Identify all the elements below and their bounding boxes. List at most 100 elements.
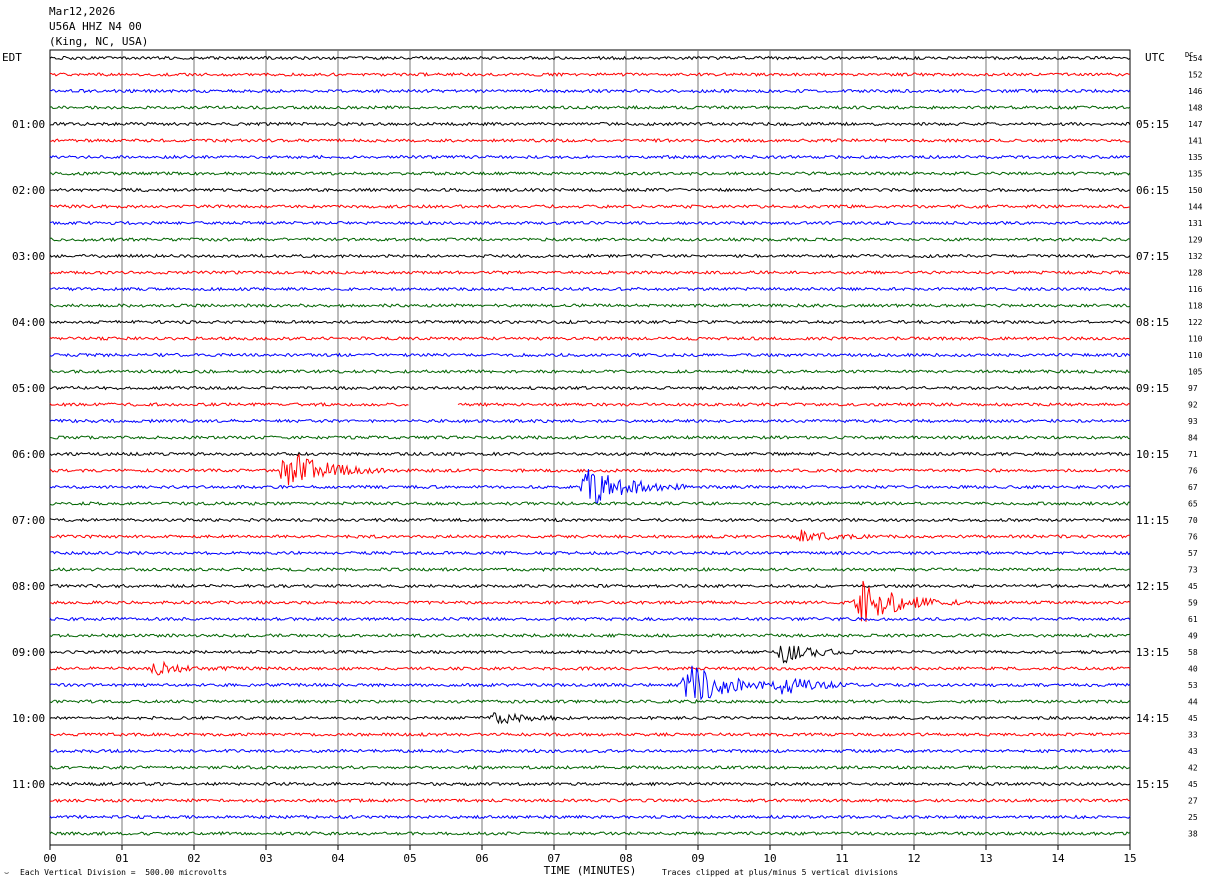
header-location: (King, NC, USA) (49, 35, 149, 48)
trace-22 (49, 418, 1131, 424)
edt-time-label-2: 03:00 (12, 250, 45, 263)
trace-29 (49, 529, 1131, 542)
dc-offset-label-26: 67 (1188, 483, 1198, 492)
trace-14 (49, 286, 1131, 292)
dc-offset-label-21: 92 (1188, 401, 1198, 410)
trace-31 (49, 566, 1131, 572)
x-tick-label-07: 07 (547, 852, 560, 865)
dc-offset-label-23: 84 (1188, 434, 1198, 443)
dc-offset-label-32: 45 (1188, 582, 1198, 591)
x-tick-label-10: 10 (763, 852, 776, 865)
trace-25 (49, 453, 1131, 486)
corner-mark: ⌣ (4, 868, 10, 877)
edt-time-label-4: 05:00 (12, 382, 45, 395)
trace-18 (49, 352, 1131, 358)
trace-9 (49, 203, 1130, 209)
edt-time-label-8: 09:00 (12, 646, 45, 659)
x-tick-label-14: 14 (1051, 852, 1065, 865)
trace-43 (49, 765, 1131, 770)
dc-offset-label-33: 59 (1188, 599, 1198, 608)
trace-4 (49, 121, 1131, 127)
x-tick-label-01: 01 (115, 852, 128, 865)
trace-3 (49, 104, 1131, 110)
trace-24 (49, 451, 1131, 457)
dc-offset-label-19: 105 (1188, 368, 1203, 377)
edt-time-label-7: 08:00 (12, 580, 45, 593)
dc-offset-label-47: 38 (1188, 830, 1198, 839)
trace-39 (49, 699, 1131, 704)
x-tick-label-09: 09 (691, 852, 704, 865)
dc-offset-label-43: 42 (1188, 764, 1198, 773)
header-station: U56A HHZ N4 00 (49, 20, 142, 33)
dc-offset-label-39: 44 (1188, 698, 1198, 707)
trace-10 (49, 220, 1131, 226)
dc-offset-label-0: 154 (1188, 54, 1203, 63)
edt-time-label-9: 10:00 (12, 712, 45, 725)
dc-offset-label-11: 129 (1188, 236, 1203, 245)
trace-44 (49, 781, 1131, 787)
dc-offset-label-10: 131 (1188, 219, 1203, 228)
utc-time-label-9: 14:15 (1136, 712, 1169, 725)
utc-time-label-8: 13:15 (1136, 646, 1169, 659)
trace-46 (49, 814, 1131, 820)
dc-offset-label-30: 57 (1188, 549, 1198, 558)
trace-27 (49, 500, 1131, 506)
trace-13 (49, 270, 1131, 275)
edt-time-label-1: 02:00 (12, 184, 45, 197)
trace-36 (49, 645, 1131, 664)
dc-offset-label-29: 76 (1188, 533, 1198, 542)
dc-offset-label-31: 73 (1188, 566, 1198, 575)
dc-offset-label-22: 93 (1188, 417, 1198, 426)
trace-15 (49, 303, 1131, 309)
trace-11 (49, 236, 1131, 243)
edt-axis-label: EDT (2, 51, 22, 64)
x-tick-label-15: 15 (1123, 852, 1136, 865)
x-tick-label-08: 08 (619, 852, 632, 865)
dc-offset-label-8: 150 (1188, 186, 1203, 195)
x-tick-label-11: 11 (835, 852, 848, 865)
dc-offset-label-13: 128 (1188, 269, 1203, 278)
trace-12 (49, 253, 1131, 259)
trace-20 (49, 385, 1131, 391)
utc-time-label-0: 05:15 (1136, 118, 1169, 131)
trace-23 (49, 435, 1131, 440)
x-tick-label-06: 06 (475, 852, 488, 865)
trace-32 (49, 583, 1131, 589)
dc-offset-label-25: 76 (1188, 467, 1198, 476)
trace-17 (49, 336, 1131, 342)
plot-frame (49, 49, 1131, 846)
dc-offset-label-4: 147 (1188, 120, 1203, 129)
utc-time-label-6: 11:15 (1136, 514, 1169, 527)
dc-offset-label-40: 45 (1188, 714, 1198, 723)
trace-8 (49, 187, 1131, 193)
trace-6 (49, 154, 1131, 160)
utc-time-label-4: 09:15 (1136, 382, 1169, 395)
trace-2 (49, 88, 1131, 94)
x-tick-label-13: 13 (979, 852, 992, 865)
trace-34 (49, 616, 1131, 622)
trace-45 (49, 798, 1131, 804)
edt-time-label-5: 06:00 (12, 448, 45, 461)
edt-time-label-10: 11:00 (12, 778, 45, 791)
axis-labels: 00 01 02 03 04 05 06 07 08 09 10 11 12 13 14 15 154 152 14… (2, 51, 1203, 877)
edt-time-label-6: 07:00 (12, 514, 45, 527)
trace-5 (49, 138, 1131, 144)
dc-offset-label-16: 122 (1188, 318, 1203, 327)
dc-offset-label-45: 27 (1188, 797, 1198, 806)
trace-35 (49, 633, 1131, 639)
dc-offset-label-14: 116 (1188, 285, 1203, 294)
utc-time-label-1: 06:15 (1136, 184, 1169, 197)
dc-offset-label-9: 144 (1188, 203, 1203, 212)
clip-note: Traces clipped at plus/minus 5 vertical … (662, 868, 899, 877)
dc-offset-label-3: 148 (1188, 104, 1203, 113)
trace-21 (49, 401, 1131, 407)
dc-offset-label-2: 146 (1188, 87, 1203, 96)
plot-grid (49, 49, 1131, 850)
trace-28 (49, 517, 1131, 523)
trace-26 (49, 469, 1131, 504)
trace-0 (49, 55, 1131, 61)
dc-offset-label-20: 97 (1188, 384, 1198, 393)
trace-47 (49, 831, 1131, 836)
trace-38 (49, 665, 1131, 701)
